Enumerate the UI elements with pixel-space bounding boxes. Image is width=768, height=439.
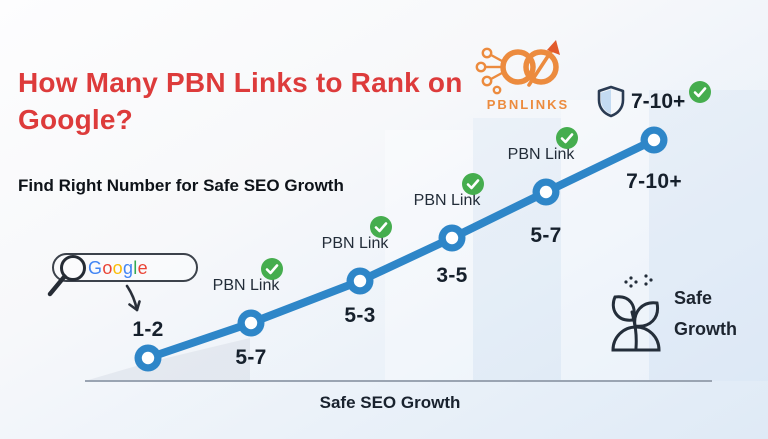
- pbn-link-annotation: PBN Link: [382, 173, 512, 210]
- check-icon: [689, 80, 712, 103]
- point-value-label: 1-2: [132, 318, 164, 341]
- pbnlinks-logo: PBNLINKS: [470, 36, 586, 112]
- growth-line: [144, 136, 658, 362]
- point-value-label: 5-7: [235, 346, 267, 369]
- point-value-label: 5-7: [530, 224, 562, 247]
- plant-sprout-icon: [611, 274, 661, 352]
- google-letter: e: [137, 258, 148, 278]
- chart-point-center: [647, 133, 661, 147]
- pbn-link-annotation: PBN Link: [476, 127, 606, 164]
- pbn-link-annotation: PBN Link: [290, 216, 420, 253]
- google-letter: G: [88, 258, 103, 278]
- safe-growth-label: Safe Growth: [674, 283, 737, 345]
- pbn-link-text: PBN Link: [413, 192, 481, 209]
- page-title: How Many PBN Links to Rank on Google?: [18, 67, 463, 135]
- chart-point-center: [539, 185, 553, 199]
- pbn-link-annotation: PBN Link: [181, 258, 311, 295]
- x-axis-label: Safe SEO Growth: [319, 393, 461, 412]
- top-badge-value: 7-10+: [631, 89, 686, 113]
- google-letter: g: [122, 258, 134, 278]
- point-value-label: 7-10+: [626, 170, 682, 193]
- check-icon: [556, 127, 578, 149]
- check-icon: [261, 258, 283, 280]
- chart-point-center: [141, 351, 155, 365]
- pbn-link-text: PBN Link: [321, 235, 389, 252]
- google-letter: o: [102, 258, 113, 278]
- arrow-down-icon: [125, 284, 141, 312]
- page-subtitle: Find Right Number for Safe SEO Growth: [18, 176, 344, 195]
- point-value-label: 5-3: [344, 304, 376, 327]
- chain-links-rocket-icon: [475, 40, 560, 95]
- check-icon: [370, 216, 392, 238]
- google-letter: o: [112, 258, 123, 278]
- check-icon: [462, 173, 484, 195]
- chart-point-center: [244, 316, 258, 330]
- chart-point-center: [353, 274, 367, 288]
- point-value-label: 3-5: [436, 264, 468, 287]
- logo-name: PBNLINKS: [486, 97, 570, 112]
- google-letter: l: [133, 258, 138, 278]
- shield-icon: [597, 85, 625, 118]
- safe-growth-line2: Growth: [674, 319, 737, 339]
- pbn-link-text: PBN Link: [507, 146, 575, 163]
- google-logo-text: Google: [88, 258, 148, 279]
- pbn-link-text: PBN Link: [212, 277, 280, 294]
- safe-growth-badge: Safe Growth: [604, 270, 737, 358]
- magnifier-icon: [47, 255, 86, 297]
- chart-point-center: [445, 231, 459, 245]
- safe-growth-line1: Safe: [674, 288, 713, 308]
- top-shield-badge: 7-10+: [596, 80, 712, 118]
